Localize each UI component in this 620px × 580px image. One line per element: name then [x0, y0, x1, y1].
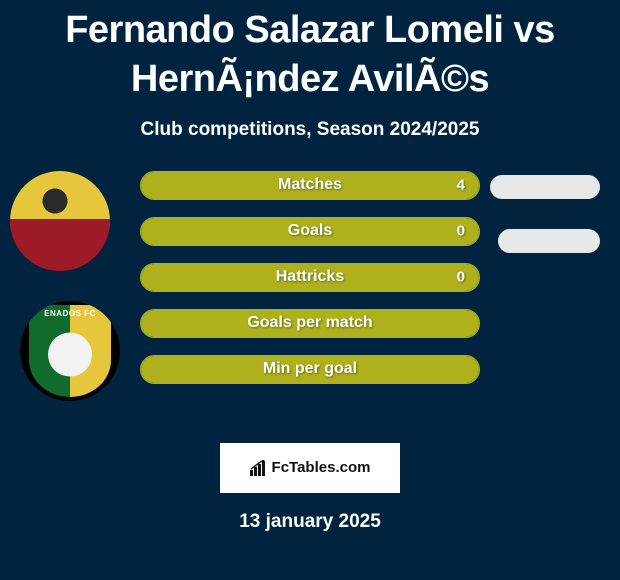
stat-bar: Min per goal: [140, 355, 480, 384]
comparison-content: ENADOS FC Matches4Goals0Hattricks0Goals …: [0, 171, 620, 431]
stat-value: 0: [457, 223, 465, 240]
brand-text: FcTables.com: [272, 459, 371, 476]
subtitle: Club competitions, Season 2024/2025: [0, 119, 620, 141]
stat-label: Goals: [141, 222, 479, 240]
brand-chart-icon: [250, 460, 268, 476]
club-badge-text: ENADOS FC: [29, 309, 111, 318]
date-label: 13 january 2025: [0, 511, 620, 533]
stat-bar: Goals0: [140, 217, 480, 246]
stat-bars: Matches4Goals0Hattricks0Goals per matchM…: [140, 171, 480, 401]
stat-bar: Hattricks0: [140, 263, 480, 292]
stat-bar: Matches4: [140, 171, 480, 200]
comparison-pill: [498, 229, 600, 253]
stat-label: Goals per match: [141, 314, 479, 332]
player-avatar: [10, 171, 110, 271]
stat-value: 4: [457, 177, 465, 194]
right-pills: [490, 171, 600, 283]
page-title: Fernando Salazar Lomeli vs HernÃ¡ndez Av…: [0, 0, 620, 105]
stat-label: Min per goal: [141, 360, 479, 378]
stat-label: Matches: [141, 176, 479, 194]
stat-label: Hattricks: [141, 268, 479, 286]
brand-panel[interactable]: FcTables.com: [220, 443, 400, 493]
stat-value: 0: [457, 269, 465, 286]
stat-bar: Goals per match: [140, 309, 480, 338]
comparison-pill: [490, 175, 600, 199]
club-badge: ENADOS FC: [20, 301, 120, 401]
